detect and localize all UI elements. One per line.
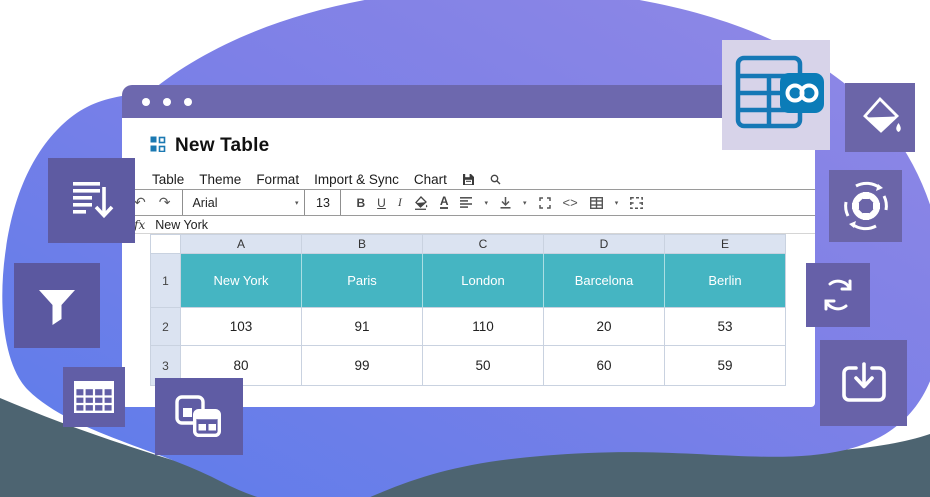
table-cell[interactable]: 20	[544, 308, 665, 346]
fill-color-icon[interactable]	[414, 195, 428, 210]
table-cell[interactable]: London	[423, 254, 544, 308]
chevron-down-icon[interactable]: ▾	[523, 199, 527, 207]
table-cell[interactable]: 50	[423, 346, 544, 386]
italic-button[interactable]: I	[397, 195, 402, 209]
border-style-icon[interactable]	[630, 196, 644, 209]
table-cell[interactable]: 60	[544, 346, 665, 386]
table-icon	[63, 367, 125, 427]
table-cell[interactable]: New York	[181, 254, 302, 308]
chevron-down-icon: ▾	[294, 199, 299, 207]
undo-button[interactable]: ↶	[134, 194, 146, 210]
table-cell[interactable]: 110	[423, 308, 544, 346]
table-cell[interactable]: Barcelona	[544, 254, 665, 308]
font-select[interactable]: Arial ▾	[183, 190, 306, 215]
formula-bar-divider	[122, 233, 815, 234]
fx-label: fx	[134, 217, 146, 232]
download-icon	[820, 340, 907, 426]
chevron-down-icon[interactable]: ▾	[614, 199, 619, 207]
chevron-down-icon[interactable]: ▾	[484, 199, 488, 207]
save-icon[interactable]	[462, 173, 475, 186]
window-control-dot[interactable]	[163, 97, 171, 106]
slate-wave-left	[0, 398, 310, 497]
menu-item-chart[interactable]: Chart	[413, 172, 447, 187]
font-name-value: Arial	[192, 195, 218, 210]
underline-button[interactable]: U	[377, 195, 386, 210]
menu-bar: Table Theme Format Import & Sync Chart	[152, 172, 501, 187]
sync-arrows-icon	[806, 263, 870, 327]
code-view-icon[interactable]: <>	[562, 195, 578, 210]
table-cell[interactable]: 103	[181, 308, 302, 346]
column-header-c[interactable]: C	[423, 235, 544, 254]
format-toolbar: ↶ ↷ Arial ▾ 13 B U I A	[122, 190, 815, 215]
filter-icon	[14, 263, 100, 348]
table-cell[interactable]: 99	[302, 346, 423, 386]
sort-descending-icon	[48, 158, 135, 243]
gear-automation-icon	[829, 170, 902, 242]
vertical-align-icon[interactable]	[500, 196, 511, 209]
formula-bar-value: New York	[155, 217, 209, 232]
menu-item-table[interactable]: Table	[152, 172, 185, 187]
column-header-e[interactable]: E	[665, 235, 786, 254]
table-cell[interactable]: 53	[665, 308, 786, 346]
toolbar-divider-top	[122, 189, 815, 190]
corner-cell[interactable]	[151, 235, 181, 254]
bold-button[interactable]: B	[356, 195, 366, 210]
browser-window: New Table Table Theme Format Import & Sy…	[122, 85, 815, 407]
table-grid-icon	[150, 136, 166, 157]
table-cell[interactable]: 59	[665, 346, 786, 386]
align-left-icon[interactable]	[460, 197, 473, 208]
formula-bar[interactable]: fx New York	[134, 217, 208, 232]
search-icon[interactable]	[490, 174, 501, 185]
redo-button[interactable]: ↷	[158, 194, 171, 210]
text-color-icon[interactable]: A	[439, 194, 449, 209]
row-number[interactable]: 2	[151, 308, 181, 346]
window-control-dot[interactable]	[142, 97, 150, 106]
toolbar-divider-bottom	[122, 215, 815, 216]
menu-item-import-sync[interactable]: Import & Sync	[314, 172, 399, 187]
column-header-b[interactable]: B	[302, 235, 423, 254]
expand-corners-icon[interactable]	[538, 196, 551, 209]
page-title: New Table	[175, 135, 270, 156]
table-cell[interactable]: Paris	[302, 254, 423, 308]
font-size-input[interactable]: 13	[305, 190, 342, 215]
table-grid-button-icon[interactable]	[589, 196, 603, 209]
overlapping-windows-icon	[155, 378, 243, 455]
table-sync-link-icon	[722, 40, 830, 150]
column-header-a[interactable]: A	[181, 235, 302, 254]
slate-wave-right	[335, 434, 930, 497]
paint-fill-icon	[845, 83, 915, 152]
table-cell[interactable]: 91	[302, 308, 423, 346]
window-titlebar	[122, 85, 815, 118]
menu-item-theme[interactable]: Theme	[199, 172, 242, 187]
font-size-value: 13	[316, 195, 330, 210]
table-cell[interactable]: Berlin	[665, 254, 786, 308]
spreadsheet-grid: A B C D E 1 New York Paris London Barcel…	[150, 234, 786, 386]
row-number[interactable]: 1	[151, 254, 181, 308]
menu-item-format[interactable]: Format	[256, 172, 300, 187]
column-header-d[interactable]: D	[544, 235, 665, 254]
window-control-dot[interactable]	[184, 97, 192, 106]
